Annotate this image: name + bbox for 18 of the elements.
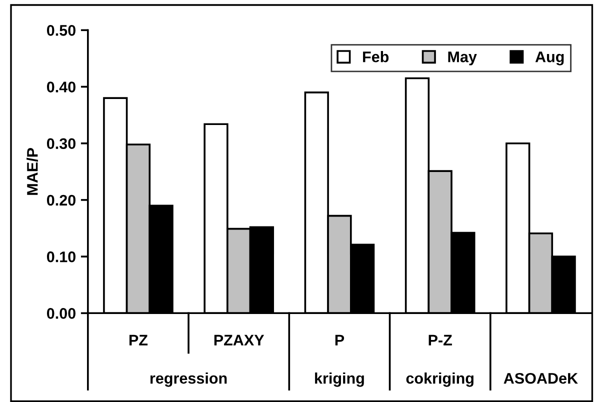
- y-tick-label: 0.50: [46, 25, 76, 36]
- x-tick-label: P-Z: [428, 334, 452, 346]
- legend-label: Aug: [535, 52, 564, 66]
- y-axis-title: MAE/P: [26, 148, 38, 195]
- y-tick-label: 0.40: [46, 82, 76, 92]
- text: regression: [150, 372, 227, 387]
- text: ASOADeK: [504, 372, 578, 384]
- x-tick-label: PZ: [129, 334, 148, 346]
- y-tick-label: 0.10: [46, 251, 76, 262]
- text: cokriging: [406, 372, 474, 387]
- legend-label: May: [448, 52, 477, 66]
- y-tick-label: 0.30: [46, 138, 76, 150]
- x-tick-label: PZAXY: [214, 334, 264, 346]
- legend-label: Feb: [363, 51, 389, 62]
- x-tick-label: P: [335, 334, 344, 346]
- text: kriging: [315, 372, 364, 387]
- y-tick-label: 0.20: [46, 194, 76, 206]
- y-tick-label: 0.00: [46, 308, 76, 319]
